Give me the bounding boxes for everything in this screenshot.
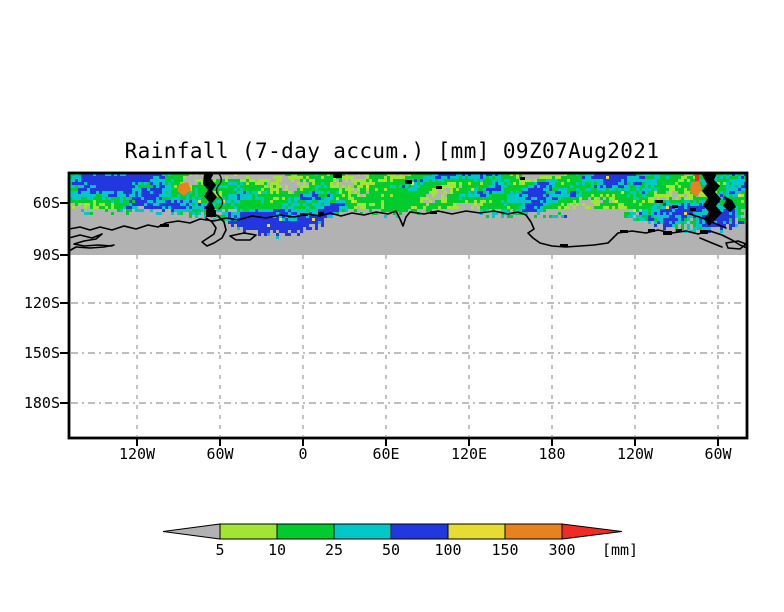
colorbar-level-label: 25 — [324, 541, 344, 559]
x-axis-label: 60W — [704, 445, 732, 463]
colorbar-level-label: 150 — [491, 541, 519, 559]
x-axis-label: 180 — [538, 445, 566, 463]
y-axis-label: 90S — [32, 246, 60, 264]
coastline-islet — [229, 232, 257, 241]
colorbar-level-label: 50 — [381, 541, 401, 559]
rain-patch-orange — [177, 182, 191, 196]
colorbar-segment — [390, 523, 449, 540]
colorbar-segment — [276, 523, 335, 540]
land-mask — [203, 173, 736, 226]
y-axis-label: 150S — [23, 344, 60, 362]
colorbar-level-label: 10 — [267, 541, 287, 559]
antarctic-peninsula-land — [701, 173, 722, 226]
x-axis-label: 120W — [118, 445, 156, 463]
land-blob — [436, 186, 442, 189]
x-axis-label: 120E — [450, 445, 488, 463]
heavy-rain-patches — [177, 173, 702, 197]
colorbar-segment — [333, 523, 392, 540]
coast-dash — [620, 230, 628, 233]
coastline-squiggle — [215, 173, 224, 210]
land-blob — [520, 177, 525, 180]
coast-dash — [430, 211, 437, 214]
colorbar-unit-label: [mm] — [601, 541, 639, 559]
x-axis-label: 60W — [206, 445, 234, 463]
land-blob — [206, 210, 216, 217]
coastline-main — [68, 210, 748, 249]
antarctic-peninsula-land — [203, 173, 217, 214]
coastline-branch — [689, 213, 727, 229]
coastline-hook — [201, 211, 227, 247]
gridlines — [71, 255, 745, 436]
coast-dash — [663, 231, 672, 235]
coastline-branch — [699, 237, 723, 248]
colorbar-arrow-left — [162, 523, 221, 540]
land-blob — [333, 174, 342, 178]
x-axis-label: 0 — [298, 445, 308, 463]
colorbar-level-label: 100 — [434, 541, 462, 559]
land-blob — [672, 205, 678, 208]
y-axis-label: 60S — [32, 194, 60, 212]
coast-dash — [648, 229, 655, 232]
rain-patch-red — [695, 173, 699, 182]
colorbar-segment — [447, 523, 506, 540]
colorbar — [162, 523, 623, 540]
axis-ticks — [60, 202, 719, 446]
coast-dash — [318, 212, 324, 215]
coastline-loops-left — [68, 244, 115, 252]
coast-dash — [560, 244, 568, 247]
x-axis-label: 60E — [372, 445, 400, 463]
land-blob — [655, 200, 663, 203]
colorbar-level-label: 300 — [548, 541, 576, 559]
map-frame — [67, 171, 749, 440]
colorbar-segment — [219, 523, 278, 540]
coastline-loops-left — [68, 233, 113, 247]
island-land — [723, 196, 736, 212]
coast-dash — [676, 229, 682, 232]
colorbar-level-label: 5 — [215, 541, 225, 559]
colorbar-segment — [504, 523, 563, 540]
coast-dash — [160, 224, 169, 227]
coast-dash — [300, 213, 308, 216]
colorbar-arrow-right — [561, 523, 623, 540]
y-axis-label: 180S — [23, 394, 60, 412]
y-axis-label: 120S — [23, 294, 60, 312]
land-blob — [405, 180, 412, 184]
coastline-dashes — [160, 211, 708, 247]
land-blob — [690, 208, 696, 211]
rain-patch-orange — [690, 181, 702, 197]
coast-dash — [700, 230, 708, 234]
page-title: Rainfall (7-day accum.) [mm] 09Z07Aug202… — [124, 139, 660, 163]
x-axis-label: 120W — [616, 445, 654, 463]
coastline-islet — [725, 240, 747, 250]
coastline — [68, 173, 748, 252]
